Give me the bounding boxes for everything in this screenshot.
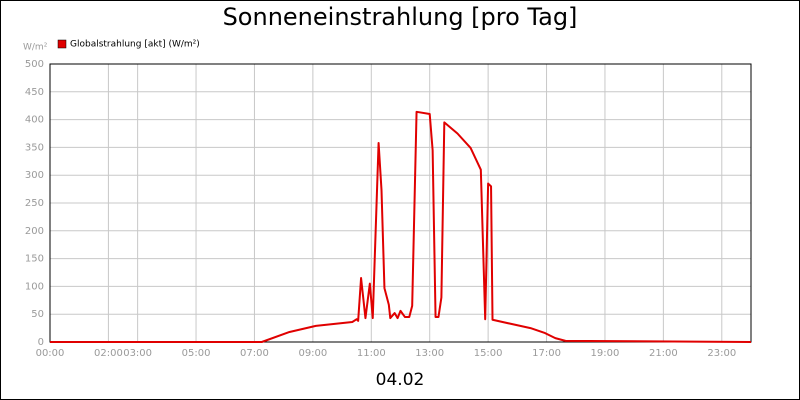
x-tick-label: 23:00	[707, 348, 736, 359]
x-tick-label: 05:00	[182, 348, 211, 359]
y-tick-label: 500	[25, 59, 44, 70]
y-tick-label: 100	[25, 281, 44, 292]
x-tick-label: 11:00	[357, 348, 386, 359]
y-tick-label: 150	[25, 254, 44, 265]
x-tick-label: 00:00	[36, 348, 65, 359]
y-axis-unit: W/m²	[23, 43, 48, 53]
y-tick-label: 0	[38, 337, 44, 348]
x-axis-label: 04.02	[376, 370, 425, 390]
y-tick-label: 300	[25, 170, 44, 181]
y-tick-label: 400	[25, 115, 44, 126]
y-tick-label: 250	[25, 198, 44, 209]
x-tick-label: 19:00	[591, 348, 620, 359]
x-tick-label: 02:00	[94, 348, 123, 359]
x-tick-label: 21:00	[649, 348, 678, 359]
y-tick-label: 50	[31, 309, 44, 320]
x-tick-label: 09:00	[298, 348, 327, 359]
x-tick-label: 13:00	[415, 348, 444, 359]
x-tick-label: 03:00	[123, 348, 152, 359]
y-tick-label: 350	[25, 142, 44, 153]
plot-border	[49, 63, 752, 343]
x-tick-label: 07:00	[240, 348, 269, 359]
x-tick-label: 17:00	[532, 348, 561, 359]
y-tick-label: 200	[25, 226, 44, 237]
legend-swatch	[57, 39, 67, 49]
data-line	[50, 110, 752, 343]
y-tick-label: 450	[25, 87, 44, 98]
chart-title: Sonneneinstrahlung [pro Tag]	[223, 3, 578, 31]
legend-label: Globalstrahlung [akt] (W/m²)	[70, 40, 200, 50]
x-tick-label: 15:00	[474, 348, 503, 359]
